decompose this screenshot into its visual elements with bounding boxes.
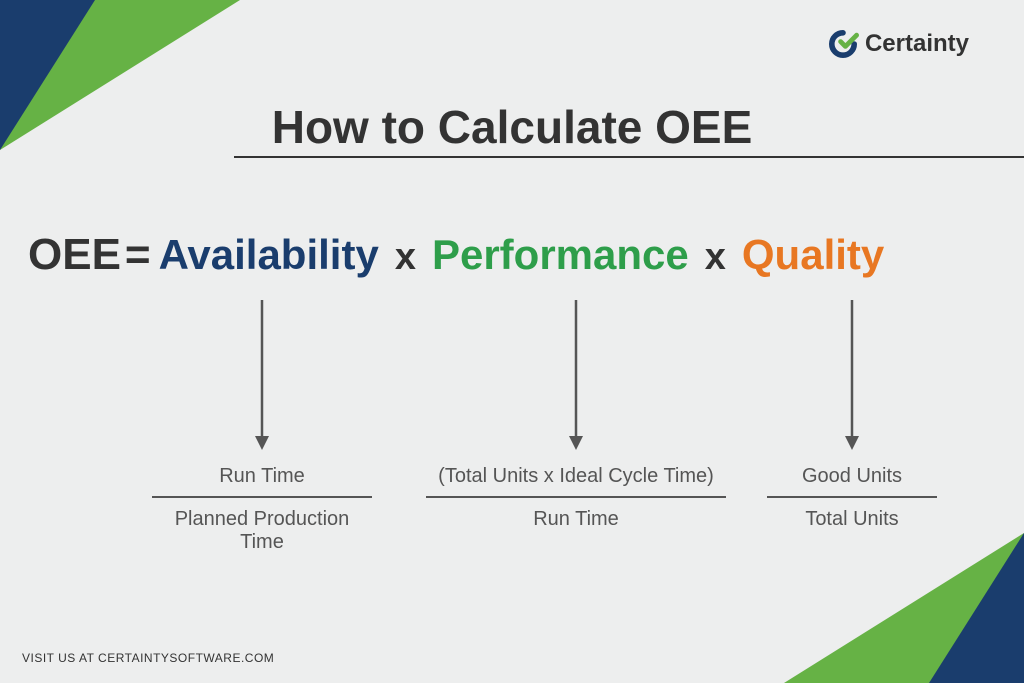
brand-logo: Certainty: [827, 28, 969, 60]
oee-formula: OEE = Availability x Performance x Quali…: [28, 230, 996, 280]
term-performance: Performance: [432, 231, 689, 279]
title-container: How to Calculate OEE: [0, 100, 1024, 154]
ratio-num: Run Time: [152, 465, 372, 496]
ratio-den: Run Time: [426, 506, 726, 531]
ratio-divider: [152, 496, 372, 498]
brand-name: Certainty: [865, 30, 969, 58]
arrow-quality: [842, 300, 862, 450]
corner-accent-navy-br: [929, 533, 1024, 683]
equals-sign: =: [125, 230, 151, 280]
formula-lhs: OEE: [28, 230, 121, 280]
ratio-performance: (Total Units x Ideal Cycle Time) Run Tim…: [426, 465, 726, 531]
arrow-availability: [252, 300, 272, 450]
logo-icon: [827, 28, 859, 60]
term-quality: Quality: [742, 231, 884, 279]
ratio-num: (Total Units x Ideal Cycle Time): [426, 465, 726, 496]
ratio-den: Planned ProductionTime: [152, 506, 372, 554]
ratio-divider: [767, 496, 937, 498]
ratio-availability: Run Time Planned ProductionTime: [152, 465, 372, 554]
footer-text: VISIT US AT CERTAINTYSOFTWARE.COM: [22, 651, 274, 665]
arrow-performance: [566, 300, 586, 450]
title-underline: [234, 156, 1024, 158]
ratio-quality: Good Units Total Units: [767, 465, 937, 531]
multiply-1: x: [395, 236, 416, 279]
ratio-den: Total Units: [767, 506, 937, 531]
ratio-num: Good Units: [767, 465, 937, 496]
multiply-2: x: [705, 236, 726, 279]
arrows-container: [0, 300, 1024, 460]
term-availability: Availability: [159, 231, 379, 279]
page-title: How to Calculate OEE: [272, 100, 753, 154]
ratio-divider: [426, 496, 726, 498]
